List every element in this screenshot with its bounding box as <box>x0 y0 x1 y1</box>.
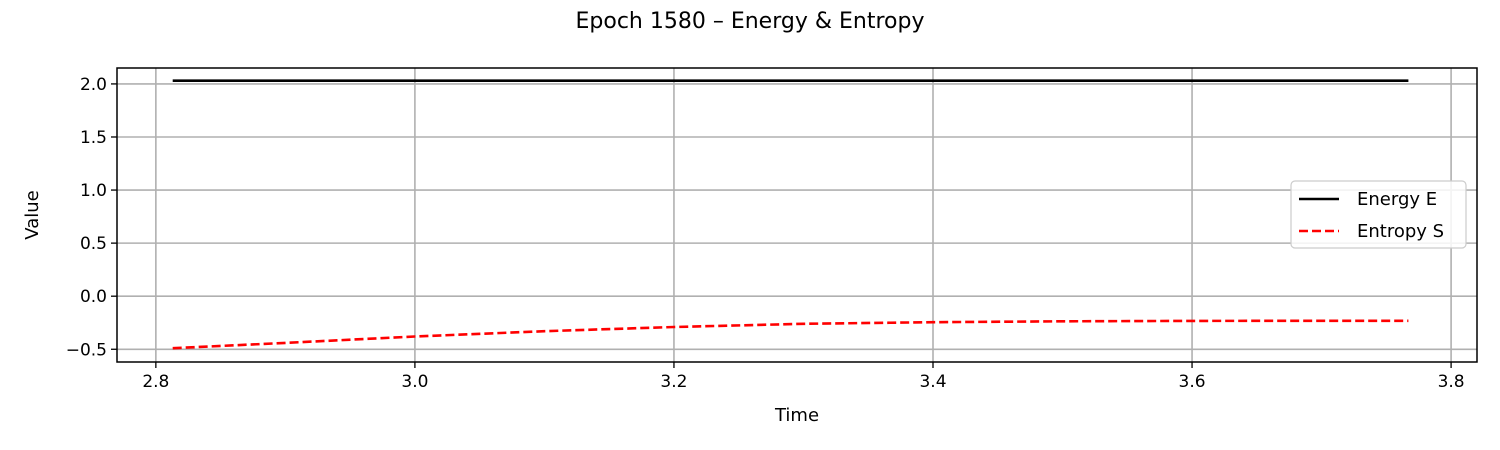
y-tick-label: 1.5 <box>80 128 107 148</box>
x-tick-label: 3.2 <box>660 372 687 392</box>
axis-ticks: 2.8 3.0 3.2 3.4 3.6 3.8 −0.5 0.0 0.5 1.0 1.5 2.0 <box>66 75 1465 392</box>
plot-frame <box>116 67 1478 363</box>
legend-label: Entropy S <box>1357 221 1444 242</box>
x-tick-label: 3.6 <box>1179 372 1206 392</box>
chart-title: Epoch 1580 – Energy & Entropy <box>576 9 925 34</box>
y-tick-label: 0.5 <box>80 234 107 254</box>
legend: Energy E Entropy S <box>1290 180 1467 249</box>
y-tick-label: 0.0 <box>80 287 107 307</box>
series-lines <box>172 79 1409 350</box>
y-tick-label: 1.0 <box>80 181 107 201</box>
y-tick-label: 2.0 <box>80 75 107 95</box>
x-tick-label: 3.0 <box>401 372 428 392</box>
y-axis-label: Value <box>22 190 43 239</box>
grid <box>117 68 1477 362</box>
x-tick-label: 3.4 <box>919 372 946 392</box>
legend-label: Energy E <box>1357 189 1437 210</box>
series-line-entropy <box>172 319 1409 350</box>
x-tick-label: 3.8 <box>1438 372 1465 392</box>
x-tick-label: 2.8 <box>142 372 169 392</box>
x-axis-label: Time <box>774 405 819 426</box>
y-tick-label: −0.5 <box>66 340 107 360</box>
